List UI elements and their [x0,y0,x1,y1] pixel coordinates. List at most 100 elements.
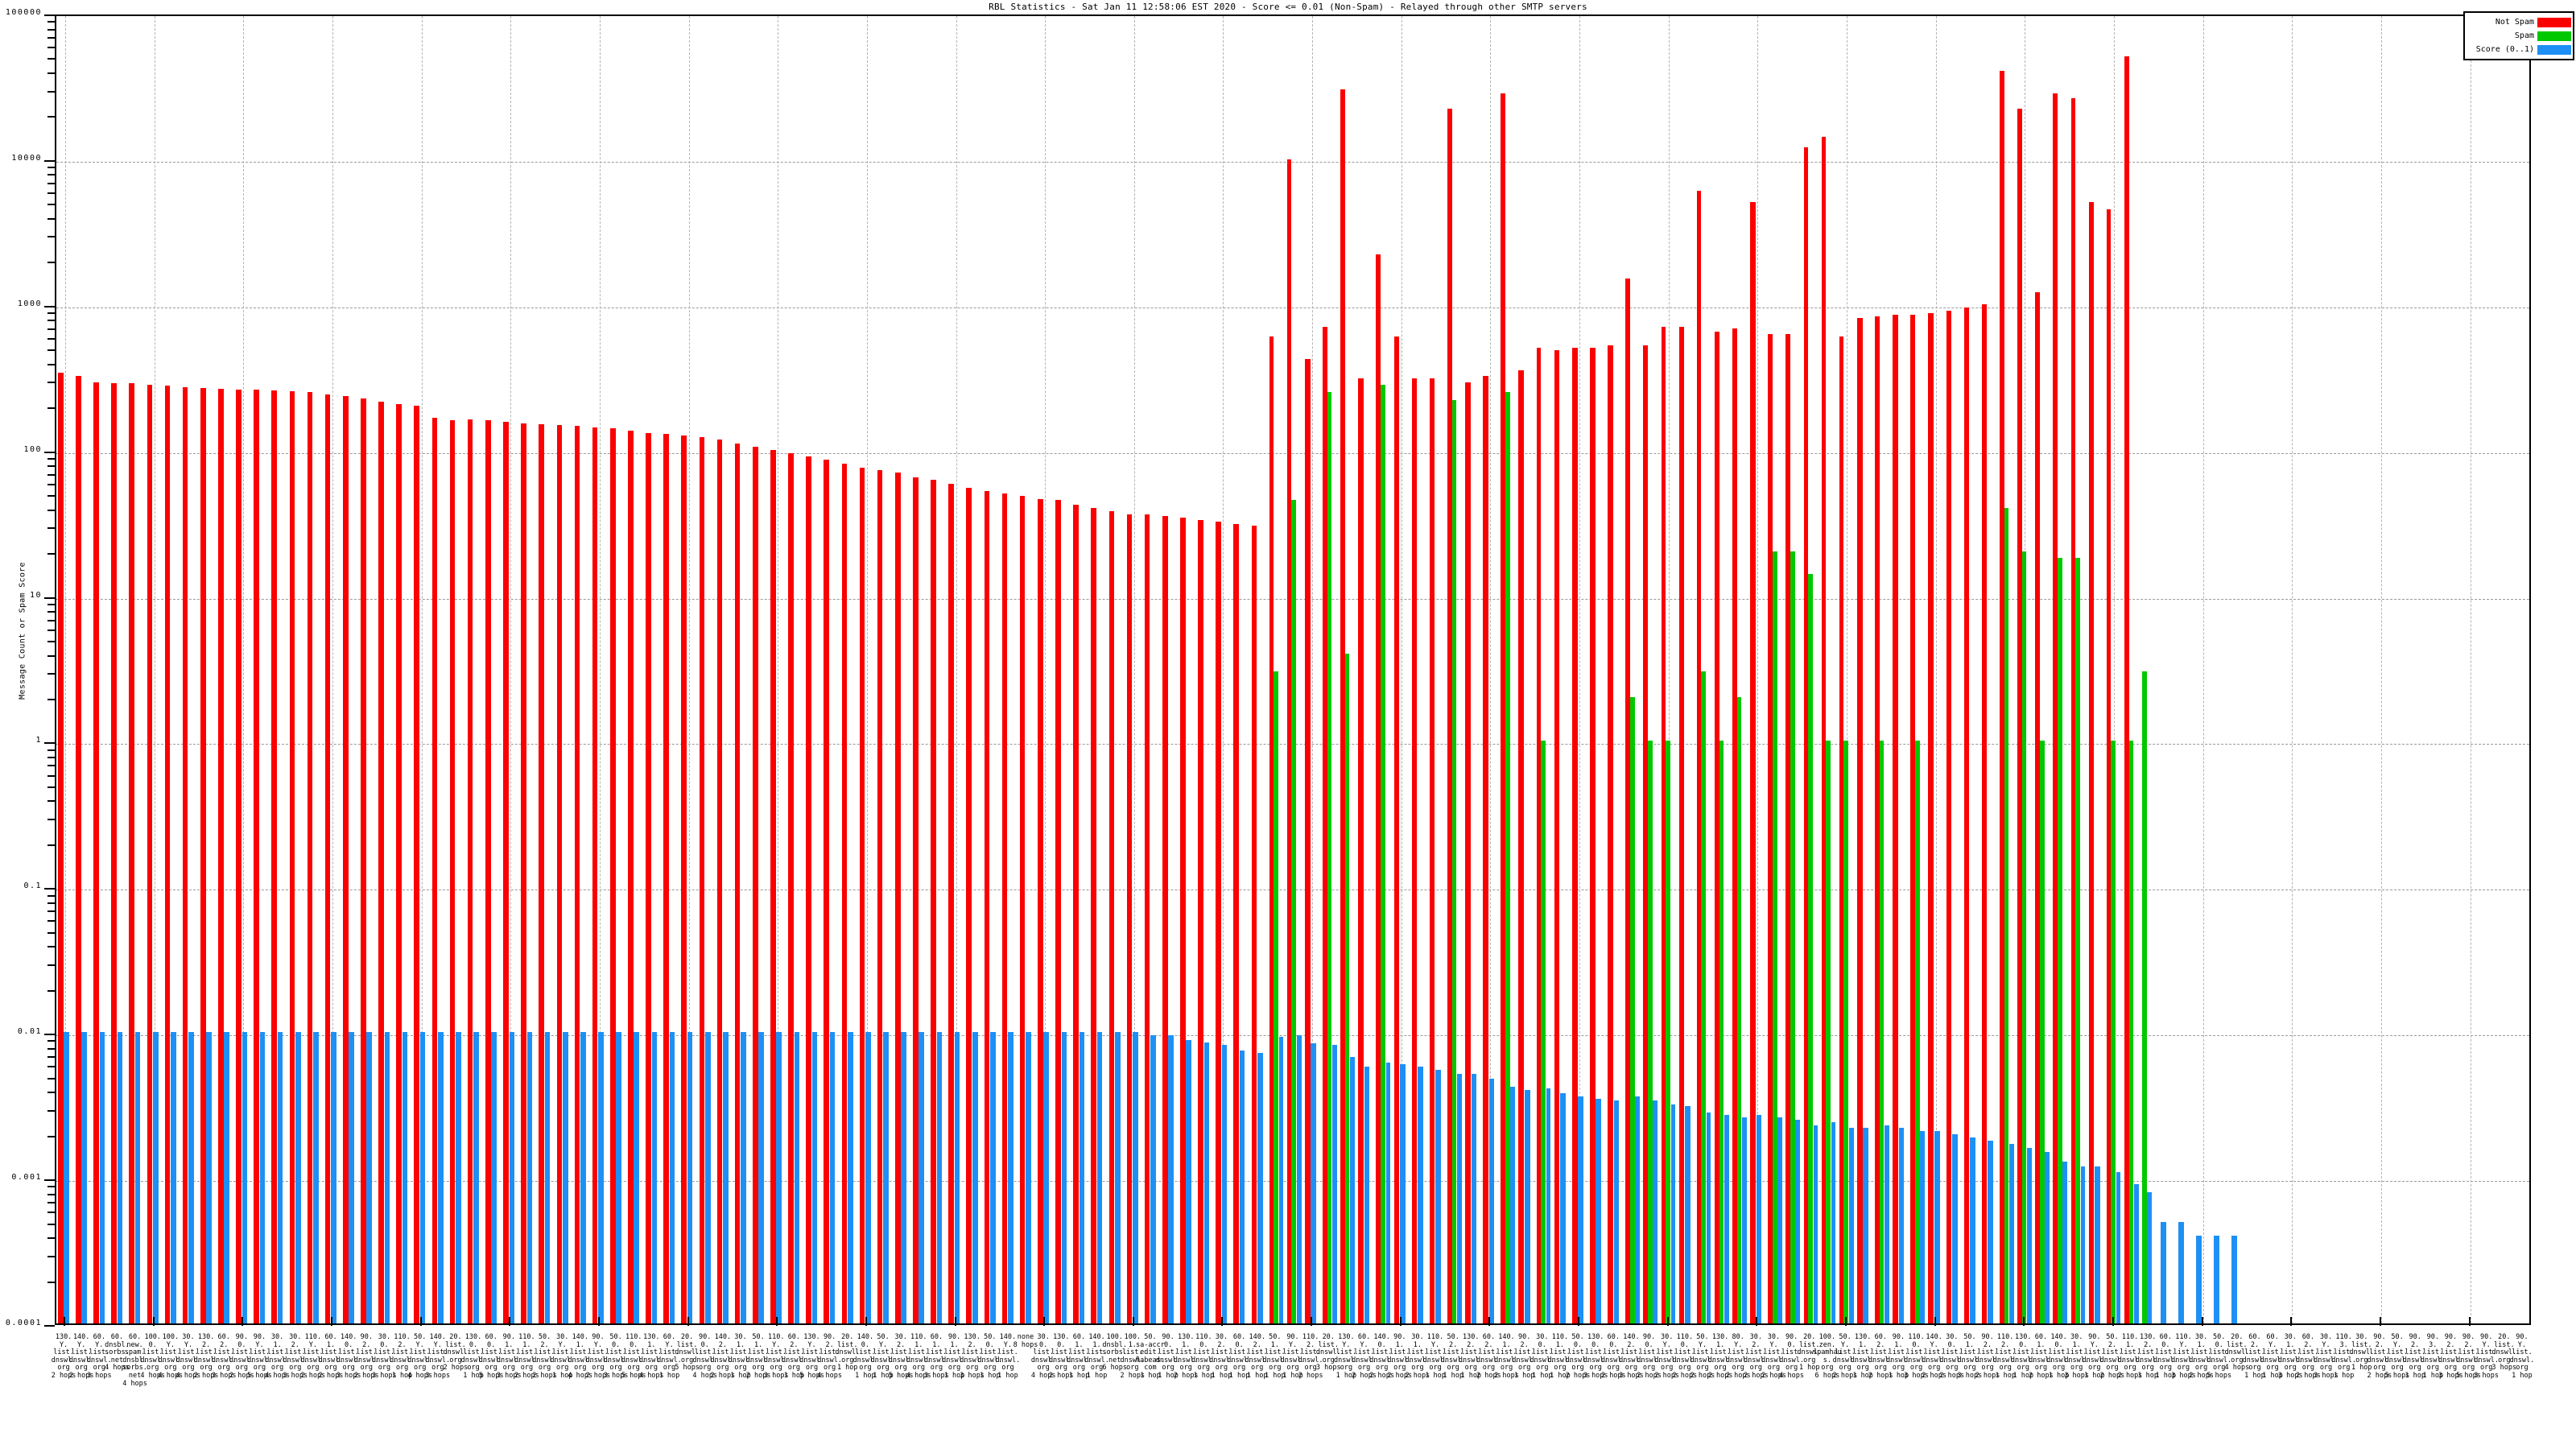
x-axis-tick [419,1317,422,1326]
bar-score [1278,1036,1284,1323]
x-axis-label: 90. 2. list. dnswl. org 2 hops [1975,1333,2000,1380]
bar-not-spam [1340,89,1345,1323]
bar-not-spam [2106,208,2112,1323]
y-tick-label: 0.01 [17,1027,42,1037]
bar-not-spam [574,426,580,1323]
bar-group [1998,16,2016,1323]
bar-spam [2004,507,2009,1323]
bar-group [1232,16,1250,1323]
x-axis-tick [64,1317,66,1326]
x-axis-tick [687,1317,689,1326]
bar-score [562,1032,568,1323]
bar-not-spam [1429,378,1435,1323]
bar-score [491,1032,497,1323]
bar-score [1920,1130,1926,1323]
bar-group [929,16,947,1323]
legend-item-spam: Spam [2467,29,2571,43]
bar-not-spam [1233,523,1240,1323]
bar-group [555,16,573,1323]
bar-score [206,1032,212,1323]
x-axis-tick [1666,1317,1669,1326]
bar-score [1777,1117,1782,1323]
y-minor-tick-mark [47,527,55,530]
x-axis-label: 100. dnsbl. sorbs. net 6 hops [1102,1333,1128,1373]
y-minor-tick-mark [47,619,55,621]
x-axis-label: 90. Y. list. dnswl. org 2 hops [585,1333,611,1380]
bar-group [288,16,306,1323]
bar-spam [1541,741,1546,1323]
x-axis-label: 60. Y. list. dnswl. org 3 hops [86,1333,112,1380]
x-axis-label: 30. 2. list. dnswl. org 2 hops [1743,1333,1769,1380]
x-axis-label: 130. Y. list. dnswl. org 5 hops [799,1333,824,1380]
bar-score [1186,1040,1192,1323]
y-minor-tick-mark [47,819,55,821]
x-axis-tick [1043,1317,1046,1326]
bar-score [580,1032,586,1323]
bar-group [698,16,716,1323]
bar-group [1339,16,1356,1323]
x-axis-tick [152,1317,155,1326]
bar-group [1678,16,1695,1323]
x-axis-label: 30. 1. list. dnswl. org 2 hops [1405,1333,1430,1380]
bar-group [1766,16,1784,1323]
bar-group [1731,16,1748,1323]
bar-not-spam [378,401,384,1323]
bar-group [1428,16,1446,1323]
bar-group [1303,16,1321,1323]
x-axis-label: 30. Y. list. dnswl. org 1 hop [550,1333,576,1380]
bar-score [1061,1032,1067,1323]
y-minor-tick-mark [47,21,55,23]
x-axis-tick [2023,1317,2025,1326]
bar-score [1168,1035,1174,1323]
bar-not-spam [129,383,135,1323]
bar-score [883,1032,889,1323]
bar-group [2318,16,2336,1323]
bar-group [1606,16,1624,1323]
bar-not-spam [2035,292,2040,1323]
y-minor-tick-mark [47,1047,55,1050]
x-axis-label: 140. 2. list. dnswl. org 2 hops [710,1333,736,1380]
bar-score [456,1032,461,1323]
bar-group [1071,16,1089,1323]
x-axis-label: 60. 2. list. dnswl. org 2 hops [1476,1333,1501,1380]
bar-group [1891,16,1909,1323]
x-axis-tick [1756,1317,1758,1326]
x-axis-label: 80. Y. list. dnswl. org 2 hops [1725,1333,1751,1380]
bar-group [2140,16,2158,1323]
y-minor-tick-mark [47,192,55,195]
bar-not-spam [1108,510,1115,1323]
bar-group [1214,16,1232,1323]
bar-not-spam [1393,336,1400,1323]
x-axis-label: 60. new. spam. dnsbl. sorbs. net 4 hops [122,1333,147,1388]
x-axis-label: 100. Y. list. dnswl. org 4 hops [158,1333,184,1380]
x-axis-label: 50. 0. list. dnswl. org 5 hops [2207,1333,2232,1380]
bar-score [473,1032,479,1323]
x-axis-label: 90. Y. list. dnswl. org 1 hop [1280,1333,1306,1380]
bar-spam [2039,741,2045,1323]
bar-score [687,1032,693,1323]
bar-group [234,16,252,1323]
y-minor-tick-mark [47,495,55,497]
bar-group [1802,16,1820,1323]
bar-not-spam [342,395,349,1323]
bar-spam [1505,391,1510,1323]
bar-score [1524,1090,1530,1323]
bar-score [2147,1191,2153,1323]
bar-group [609,16,626,1323]
bar-score [1385,1062,1391,1323]
x-axis-label: 110. 2. list. dnswl. org 1 hop [1992,1333,2018,1380]
bar-not-spam [521,423,526,1323]
x-axis-label: 100. zen. spamhaus. org 6 hops [1812,1333,1842,1380]
y-axis-title: Message Count or Spam Score [18,562,27,700]
bar-group [1001,16,1018,1323]
bar-not-spam [1001,493,1008,1323]
y-minor-tick-mark [47,1040,55,1042]
x-axis-label: 60. dnsbl. sorbs. net 4 hops [105,1333,130,1373]
bar-group [1535,16,1553,1323]
x-axis-label: 60. Y. list. dnswl. org 1 hop [657,1333,682,1380]
bar-group [1143,16,1161,1323]
bar-group [199,16,217,1323]
bar-group [502,16,519,1323]
bar-group [341,16,359,1323]
